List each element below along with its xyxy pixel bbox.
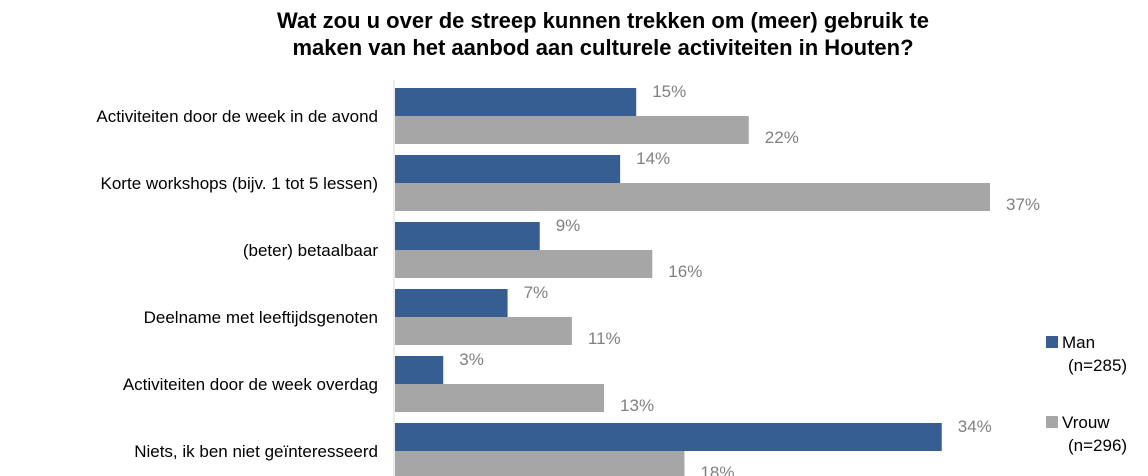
legend-label: Vrouw [1062, 413, 1110, 432]
category-label: (beter) betaalbaar [243, 241, 378, 260]
data-label: 9% [556, 216, 581, 235]
data-label: 34% [958, 417, 992, 436]
data-label: 18% [700, 463, 734, 476]
data-label: 11% [588, 329, 621, 348]
data-label: 3% [459, 350, 484, 369]
data-label: 15% [652, 82, 686, 101]
bar-vrouw [395, 451, 685, 476]
bar-man [395, 155, 621, 183]
bar-vrouw [395, 183, 990, 211]
category-label: Activiteiten door de week overdag [123, 375, 378, 394]
bar-man [395, 222, 540, 250]
chart-title-line-1: Wat zou u over de streep kunnen trekken … [277, 8, 929, 33]
data-label: 16% [668, 262, 702, 281]
labels-layer: Activiteiten door de week in de avond 15%… [96, 82, 1040, 476]
data-label: 14% [636, 149, 670, 168]
data-label: 13% [620, 396, 654, 415]
legend-swatch-vrouw [1046, 416, 1058, 428]
legend-label: (n=285) [1068, 356, 1127, 375]
bars-layer [393, 80, 990, 476]
bar-vrouw [395, 317, 572, 345]
chart-title-line-2: maken van het aanbod aan culturele activ… [292, 35, 914, 60]
bar-vrouw [395, 116, 749, 144]
bar-man [395, 289, 508, 317]
bar-man [395, 423, 942, 451]
bar-man [395, 356, 444, 384]
data-label: 37% [1006, 195, 1040, 214]
category-label: Korte workshops (bijv. 1 tot 5 lessen) [101, 174, 378, 193]
data-label: 22% [765, 128, 799, 147]
bar-vrouw [395, 250, 653, 278]
category-label: Deelname met leeftijdsgenoten [144, 308, 378, 327]
bar-man [395, 88, 637, 116]
bar-vrouw [395, 384, 605, 412]
category-label: Activiteiten door de week in de avond [96, 107, 378, 126]
category-label: Niets, ik ben niet geïnteresseerd [134, 442, 378, 461]
legend-label: (n=296) [1068, 436, 1127, 455]
data-label: 7% [524, 283, 549, 302]
legend-label: Man [1062, 333, 1095, 352]
legend-swatch-man [1046, 336, 1058, 348]
legend: Man (n=285) Vrouw (n=296) [1046, 333, 1127, 455]
